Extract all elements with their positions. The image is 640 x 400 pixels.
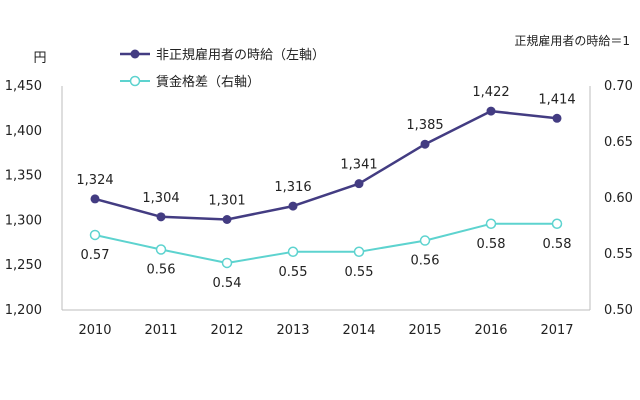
x-tick-label: 2014	[342, 323, 375, 338]
legend-gap-label: 賃金格差（右軸）	[156, 74, 260, 90]
right-tick-label: 0.70	[604, 79, 633, 94]
data-label-wage: 1,324	[76, 173, 113, 188]
left-tick-label: 1,250	[5, 258, 42, 273]
data-label-gap: 0.55	[345, 265, 374, 280]
right-tick-label: 0.55	[604, 247, 633, 262]
right-tick-label: 0.65	[604, 135, 633, 150]
right-axis-ticks: 0.50 0.55 0.60 0.65 0.70	[604, 79, 633, 318]
data-label-gap: 0.58	[477, 237, 506, 252]
data-label-gap: 0.56	[147, 263, 176, 278]
data-point-wage	[156, 212, 166, 222]
left-tick-label: 1,450	[5, 79, 42, 94]
data-point-wage	[222, 215, 232, 225]
series-line-wage	[94, 109, 558, 221]
x-tick-label: 2015	[408, 323, 441, 338]
data-point-gap	[89, 229, 101, 241]
data-point-wage	[552, 113, 562, 123]
left-tick-label: 1,200	[5, 303, 42, 318]
data-point-gap	[419, 235, 431, 246]
plot-frame	[61, 86, 591, 311]
data-label-gap: 0.54	[213, 276, 242, 291]
data-label-wage: 1,414	[538, 92, 575, 107]
data-label-gap: 0.56	[411, 254, 440, 269]
data-point-gap	[353, 246, 365, 258]
note-text: 正規雇用者の時給＝1	[514, 33, 630, 48]
x-tick-label: 2016	[474, 323, 507, 338]
data-label-gap: 0.55	[279, 265, 308, 280]
data-label-wage: 1,316	[274, 180, 311, 195]
data-point-wage	[90, 194, 100, 204]
data-label-wage: 1,304	[142, 191, 179, 206]
left-tick-label: 1,300	[5, 213, 42, 228]
legend-item-gap: 賃金格差（右軸）	[120, 74, 260, 90]
x-axis-ticks: 2010 2011 2012 2013 2014 2015 2016 2017	[78, 323, 573, 338]
series-layer: 1,324 1,304 1,301 1,316 1,341 1,385 1,422 1,414…	[76, 85, 575, 291]
right-tick-label: 0.60	[604, 191, 633, 206]
data-label-gap: 0.57	[81, 248, 110, 263]
left-axis-ticks: 1,200 1,250 1,300 1,350 1,400 1,450	[5, 79, 42, 318]
legend-wage-label: 非正規雇用者の時給（左軸）	[156, 47, 325, 63]
data-point-gap	[551, 218, 563, 230]
x-tick-label: 2012	[210, 323, 243, 338]
x-tick-label: 2010	[78, 323, 111, 338]
data-label-wage: 1,385	[406, 118, 443, 133]
data-point-wage	[486, 106, 496, 116]
left-axis-unit: 円	[33, 51, 46, 66]
data-point-wage	[288, 201, 298, 211]
legend-item-wage: 非正規雇用者の時給（左軸）	[120, 47, 325, 63]
data-point-gap	[221, 257, 233, 269]
left-tick-label: 1,350	[5, 169, 42, 184]
data-label-wage: 1,301	[208, 194, 245, 209]
legend-wage-marker	[130, 49, 140, 59]
data-point-gap	[485, 218, 497, 230]
data-point-gap	[287, 246, 299, 258]
x-tick-label: 2011	[144, 323, 177, 338]
series-line-gap	[94, 222, 557, 264]
data-point-wage	[420, 139, 430, 149]
x-tick-label: 2013	[276, 323, 309, 338]
data-label-wage: 1,422	[472, 85, 509, 100]
data-label-wage: 1,341	[340, 158, 377, 173]
x-tick-label: 2017	[540, 323, 573, 338]
data-point-gap	[155, 244, 167, 255]
left-tick-label: 1,400	[5, 124, 42, 139]
legend: 非正規雇用者の時給（左軸） 賃金格差（右軸）	[120, 47, 325, 90]
right-tick-label: 0.50	[604, 303, 633, 318]
legend-gap-marker	[129, 75, 141, 87]
data-label-gap: 0.58	[543, 237, 572, 252]
data-point-wage	[354, 179, 364, 189]
